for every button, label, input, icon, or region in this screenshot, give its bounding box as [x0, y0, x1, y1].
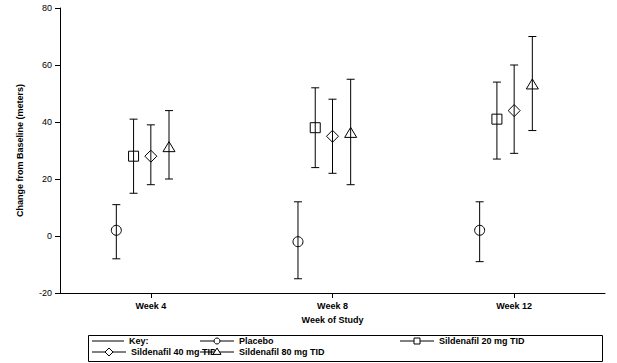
svg-text:60: 60 [42, 60, 52, 70]
svg-text:Change from Baseline (meters): Change from Baseline (meters) [15, 84, 25, 217]
svg-text:Sildenafil 80 mg TID: Sildenafil 80 mg TID [239, 347, 325, 357]
svg-text:Week of Study: Week of Study [302, 315, 364, 325]
svg-text:Week 4: Week 4 [135, 301, 166, 311]
svg-text:20: 20 [42, 174, 52, 184]
svg-text:80: 80 [42, 3, 52, 13]
svg-text:0: 0 [47, 231, 52, 241]
svg-text:Week 12: Week 12 [496, 301, 532, 311]
svg-text:Placebo: Placebo [239, 336, 274, 346]
svg-text:40: 40 [42, 117, 52, 127]
svg-text:Key:: Key: [129, 336, 149, 346]
svg-text:Week 8: Week 8 [317, 301, 348, 311]
svg-text:Sildenafil 40 mg TID: Sildenafil 40 mg TID [131, 347, 217, 357]
svg-text:-20: -20 [39, 288, 52, 298]
svg-text:Sildenafil 20 mg TID: Sildenafil 20 mg TID [439, 336, 525, 346]
